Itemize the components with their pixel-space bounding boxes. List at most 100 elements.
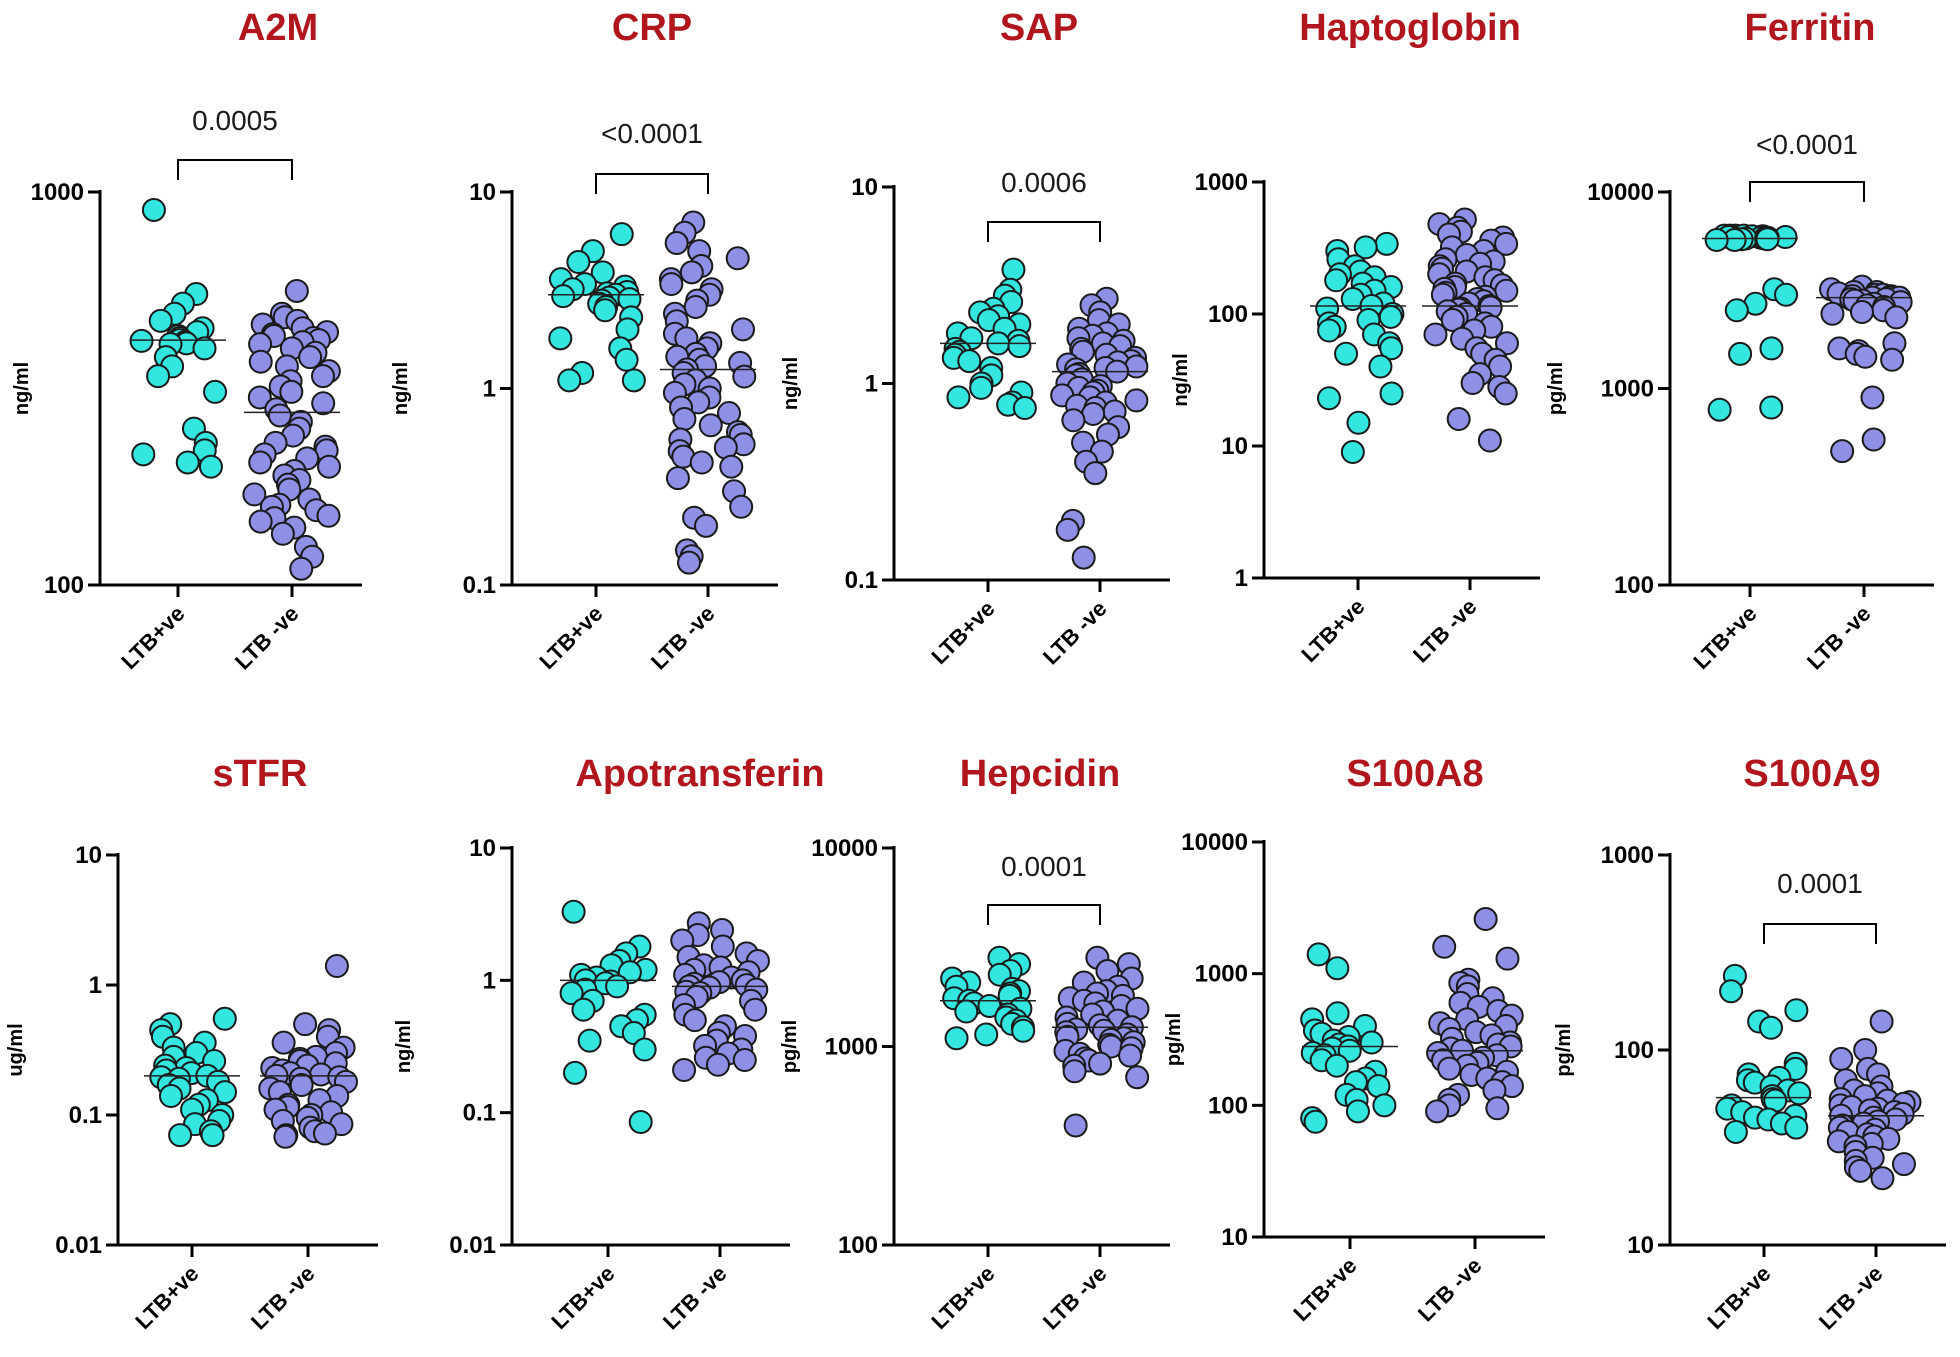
data-point [1325, 1001, 1350, 1026]
data-point [1787, 1081, 1812, 1106]
data-point [609, 222, 634, 247]
series-ltb-negative [1425, 907, 1524, 1124]
series-ltb-positive [1315, 231, 1405, 465]
series-ltb-negative [258, 954, 358, 1149]
panel-title: Apotransferin [575, 753, 824, 795]
data-point [1437, 1056, 1462, 1081]
y-tick-label: 100 [1208, 301, 1248, 328]
series-ltb-negative [1050, 286, 1149, 570]
data-point [621, 1020, 646, 1045]
data-point [248, 450, 273, 475]
y-tick-label: 1 [483, 376, 496, 403]
p-value-label: <0.0001 [1756, 129, 1858, 160]
y-tick-label: 0.1 [463, 1100, 496, 1127]
data-point [1473, 907, 1498, 932]
data-point [203, 379, 228, 404]
data-point [1118, 1043, 1143, 1068]
data-point [131, 442, 156, 467]
data-point [158, 1084, 183, 1109]
data-point [632, 1037, 657, 1062]
data-point [1884, 305, 1909, 330]
data-point [563, 1060, 588, 1085]
data-point [289, 556, 314, 581]
p-value-label: <0.0001 [601, 118, 703, 149]
data-point [729, 494, 754, 519]
chart-panel-ferritin: Ferritin pg/ml 100 1000 10000 LTB+ve LTB -ve <0… [1545, 7, 1934, 674]
data-point [1062, 1059, 1087, 1084]
data-point [1379, 381, 1404, 406]
series-ltb-positive [548, 222, 646, 393]
data-point [1891, 1152, 1916, 1177]
data-point [1849, 300, 1874, 325]
series-ltb-negative [658, 210, 757, 575]
x-category-label: LTB -ve [230, 601, 304, 675]
data-point [571, 997, 596, 1022]
data-point [1324, 1053, 1349, 1078]
data-point [1493, 381, 1518, 406]
x-category-label: LTB -ve [1802, 601, 1876, 675]
data-point [1829, 1046, 1854, 1071]
x-category-label: LTB+ve [1702, 1261, 1775, 1334]
data-point [1124, 388, 1149, 413]
y-tick-label: 1 [483, 967, 496, 994]
x-category-label: LTB+ve [534, 601, 607, 674]
data-point [312, 1121, 337, 1146]
data-point [1353, 235, 1378, 260]
data-point [198, 454, 223, 479]
chart-panel-haptoglobin: Haptoglobin ng/ml 1 10 100 1000 LTB+ve LTB -ve [1170, 7, 1540, 667]
y-tick-label: 10 [851, 174, 878, 201]
x-category-label: LTB+ve [926, 1261, 999, 1334]
data-point [1088, 1051, 1113, 1076]
data-point [577, 1028, 602, 1053]
data-point [566, 250, 591, 275]
data-point [725, 246, 750, 271]
chart-panel-s100a9: S100A9 pg/ml 10 100 1000 LTB+ve LTB -ve 0.0001 [1553, 753, 1946, 1334]
data-point [559, 981, 584, 1006]
y-axis-label: ng/ml [780, 357, 802, 410]
data-point [954, 999, 979, 1024]
data-point [311, 391, 336, 416]
data-point [1379, 336, 1404, 361]
x-category-label: LTB+ve [1688, 601, 1761, 674]
x-category-label: LTB -ve [1038, 1261, 1112, 1335]
data-point [705, 1052, 730, 1077]
y-tick-label: 1 [1235, 565, 1248, 592]
panel-title: SAP [1000, 7, 1078, 49]
data-point [1306, 942, 1331, 967]
series-ltb-positive [1300, 942, 1397, 1134]
x-category-label: LTB+ve [116, 601, 189, 674]
data-point [212, 1006, 237, 1031]
y-axis-label: ng/ml [393, 1020, 415, 1073]
panel-title: S100A8 [1346, 753, 1483, 795]
data-point [730, 317, 755, 342]
data-point [1759, 336, 1784, 361]
series-ltb-negative [1423, 207, 1519, 453]
panel-title: Ferritin [1745, 7, 1876, 49]
x-category-label: LTB -ve [1413, 1253, 1487, 1327]
y-tick-label: 10 [1627, 1232, 1654, 1259]
p-value-label: 0.0005 [192, 105, 278, 136]
x-category-label: LTB -ve [646, 601, 720, 675]
chart-panel-s100a8: S100A8 pg/ml 10 100 1000 10000 LTB+ve LTB -ve [1163, 753, 1545, 1326]
data-point [716, 401, 741, 426]
y-tick-label: 10 [75, 842, 102, 869]
data-point [1719, 979, 1744, 1004]
data-point [1317, 318, 1342, 343]
data-point [683, 294, 708, 319]
y-tick-label: 1000 [1195, 169, 1248, 196]
data-point [743, 997, 768, 1022]
significance-bracket [987, 221, 1101, 242]
data-point [561, 899, 586, 924]
data-point [1861, 427, 1886, 452]
data-point [284, 278, 309, 303]
data-point [1485, 1096, 1510, 1121]
significance-bracket [1749, 181, 1865, 202]
data-point [1316, 386, 1341, 411]
data-point [1063, 1113, 1088, 1138]
series-ltb-positive [1715, 963, 1812, 1144]
data-point [677, 550, 702, 575]
y-axis-label: pg/ml [1163, 1013, 1185, 1066]
data-point [1784, 1115, 1809, 1140]
y-tick-label: 0.01 [449, 1232, 496, 1259]
